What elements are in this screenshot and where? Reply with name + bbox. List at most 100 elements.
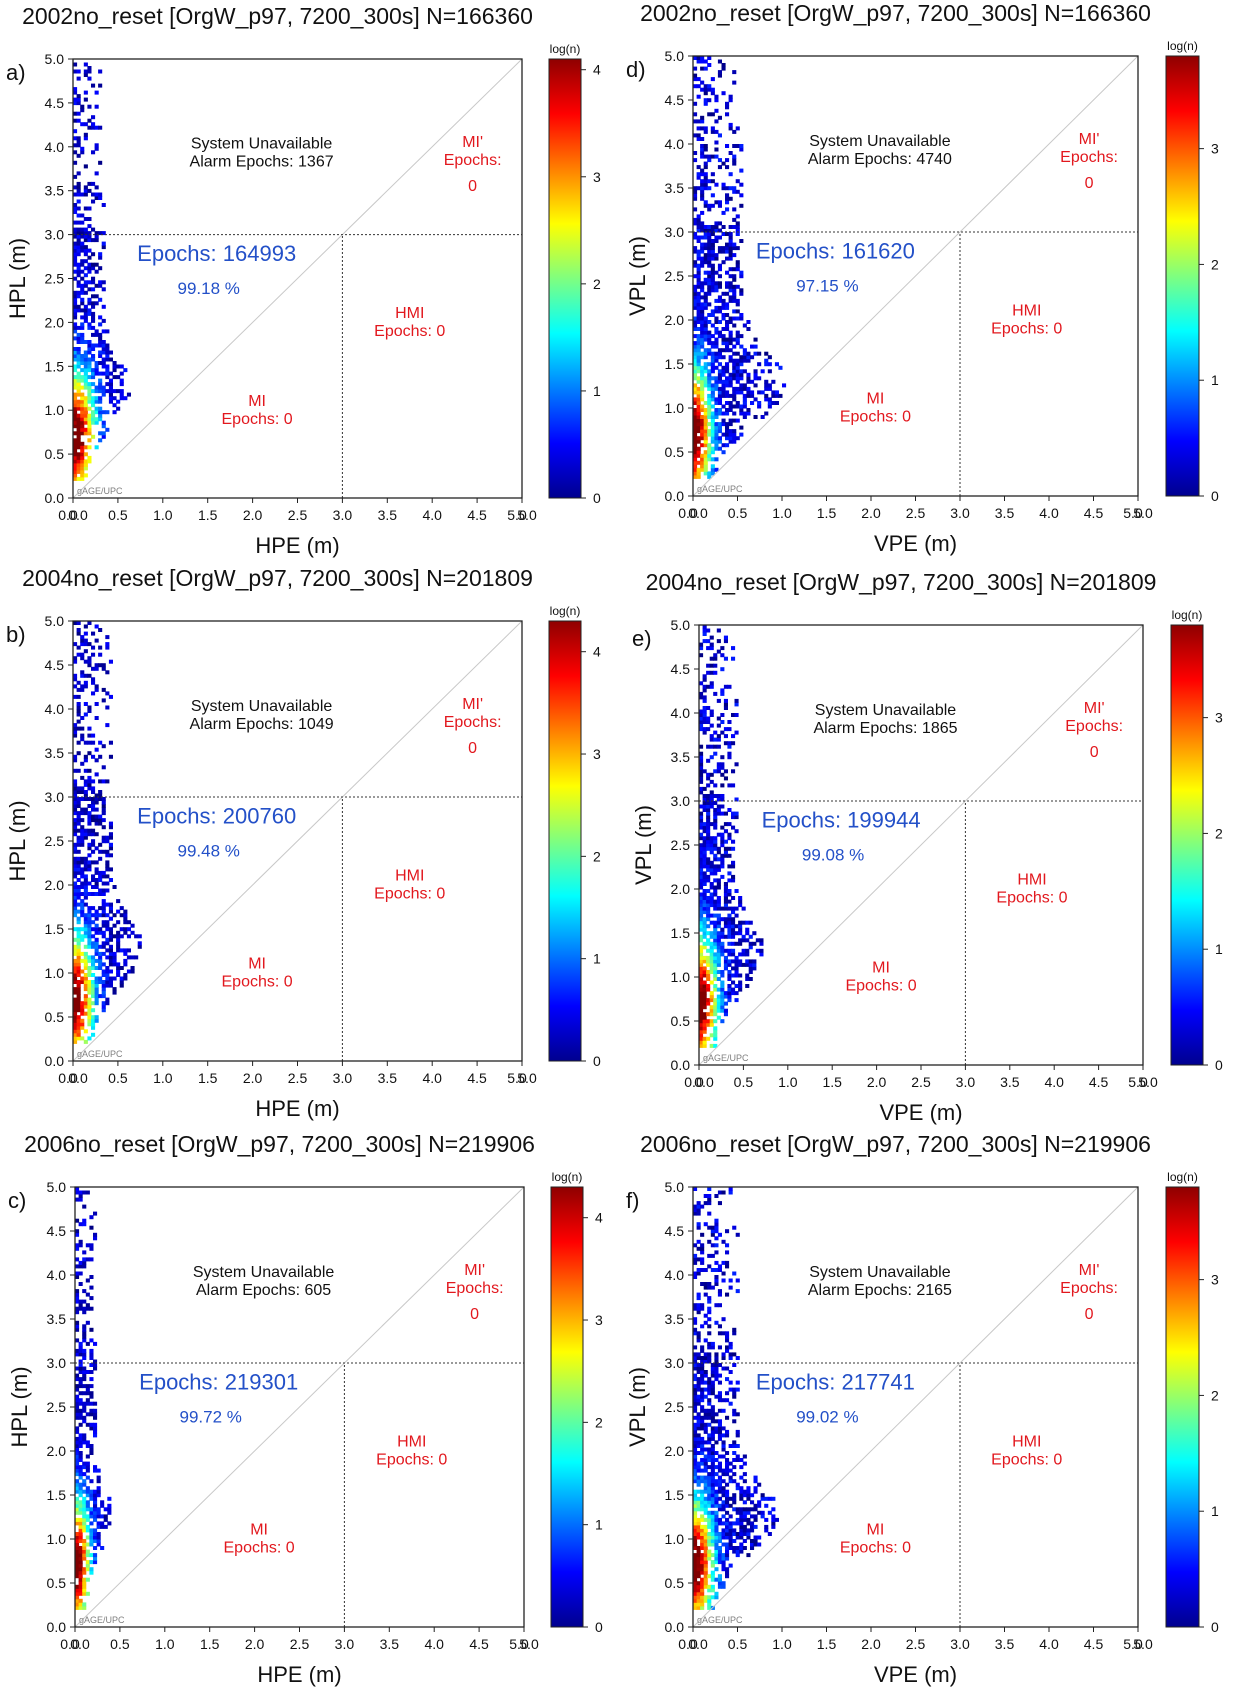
heatmap-cell bbox=[709, 903, 714, 908]
heatmap-cell bbox=[710, 91, 715, 96]
heatmap-cell bbox=[702, 857, 707, 862]
heatmap-cell bbox=[126, 934, 131, 939]
heatmap-cell bbox=[78, 1556, 83, 1561]
heatmap-cell bbox=[696, 369, 701, 374]
heatmap-cell bbox=[709, 790, 714, 795]
heatmap-cell bbox=[710, 1493, 715, 1498]
heatmap-cell bbox=[723, 934, 728, 939]
heatmap-cell bbox=[714, 383, 719, 388]
heatmap-cell bbox=[700, 1451, 705, 1455]
heatmap-cell bbox=[91, 860, 96, 865]
heatmap-cell bbox=[89, 1542, 94, 1547]
heatmap-cell bbox=[87, 775, 92, 780]
heatmap-cell bbox=[82, 1415, 87, 1420]
x-tick-label: 4.5 bbox=[467, 507, 487, 523]
heatmap-cell bbox=[700, 365, 705, 370]
heatmap-cell bbox=[699, 691, 704, 696]
heatmap-cell bbox=[721, 404, 726, 409]
heatmap-cell bbox=[83, 420, 88, 425]
heatmap-cell bbox=[693, 186, 698, 191]
heatmap-cell bbox=[87, 751, 92, 756]
heatmap-cell bbox=[101, 666, 106, 671]
x-tick-label: 2.0 bbox=[245, 1636, 265, 1652]
y-tick-label: 3.5 bbox=[671, 749, 691, 765]
colorbar-tick-label: 4 bbox=[593, 62, 601, 78]
heatmap-cell bbox=[728, 1468, 733, 1473]
heatmap-cell bbox=[710, 1570, 715, 1575]
heatmap-cell bbox=[782, 383, 787, 388]
heatmap-cell bbox=[696, 334, 701, 339]
heatmap-cell bbox=[696, 225, 701, 229]
heatmap-cell bbox=[87, 867, 92, 872]
heatmap-cell bbox=[700, 1539, 705, 1543]
heatmap-cell bbox=[728, 246, 733, 251]
heatmap-cell bbox=[94, 406, 99, 411]
heatmap-cell bbox=[87, 340, 92, 344]
heatmap-cell bbox=[696, 235, 701, 240]
heatmap-cell bbox=[731, 959, 736, 964]
heatmap-cell bbox=[105, 364, 110, 369]
heatmap-cell bbox=[714, 376, 719, 381]
heatmap-cell bbox=[83, 164, 88, 169]
heatmap-cell bbox=[750, 401, 755, 405]
heatmap-cell bbox=[710, 429, 715, 434]
heatmap-cell bbox=[710, 1517, 715, 1522]
heatmap-cell bbox=[700, 182, 705, 187]
heatmap-cell bbox=[696, 337, 701, 342]
heatmap-cell bbox=[703, 467, 708, 472]
heatmap-cell bbox=[702, 984, 707, 988]
heatmap-cell bbox=[734, 762, 739, 767]
heatmap-cell bbox=[87, 659, 92, 664]
hmi-label: HMI bbox=[395, 305, 424, 322]
heatmap-cell bbox=[717, 351, 722, 356]
heatmap-cell bbox=[76, 111, 81, 116]
heatmap-cell bbox=[108, 754, 113, 759]
heatmap-cell bbox=[702, 973, 707, 978]
heatmap-cell bbox=[714, 457, 719, 462]
heatmap-cell bbox=[725, 1468, 730, 1473]
heatmap-cell bbox=[734, 973, 739, 978]
heatmap-cell bbox=[700, 263, 705, 268]
heatmap-cell bbox=[721, 246, 726, 251]
heatmap-cell bbox=[82, 1370, 87, 1374]
heatmap-cell bbox=[717, 1345, 722, 1350]
heatmap-cell bbox=[703, 1489, 708, 1494]
heatmap-cell bbox=[76, 94, 81, 99]
heatmap-cell bbox=[73, 754, 78, 759]
heatmap-cell bbox=[721, 232, 726, 236]
heatmap-cell bbox=[96, 1532, 101, 1536]
heatmap-cell bbox=[767, 386, 772, 391]
heatmap-cell bbox=[714, 154, 719, 159]
heatmap-cell bbox=[85, 1524, 90, 1529]
heatmap-cell bbox=[75, 1556, 80, 1561]
heatmap-cell bbox=[87, 417, 92, 422]
heatmap-cell bbox=[94, 1015, 99, 1020]
heatmap-cell bbox=[739, 1521, 744, 1526]
heatmap-cell bbox=[709, 864, 714, 869]
heatmap-cell bbox=[94, 171, 99, 176]
heatmap-cell bbox=[73, 245, 78, 250]
heatmap-cell bbox=[83, 315, 88, 320]
y-tick-label: 5.0 bbox=[45, 613, 65, 629]
colorbar-gradient bbox=[548, 620, 582, 1062]
heatmap-cell bbox=[78, 1190, 83, 1195]
mi-label: MI bbox=[248, 956, 266, 973]
heatmap-cell bbox=[703, 1356, 708, 1360]
heatmap-cell bbox=[716, 811, 721, 816]
heatmap-cell bbox=[720, 794, 725, 798]
heatmap-cell bbox=[105, 997, 110, 1002]
heatmap-cell bbox=[76, 234, 81, 239]
heatmap-cell bbox=[700, 309, 705, 314]
heatmap-cell bbox=[83, 958, 88, 963]
heatmap-cell bbox=[700, 295, 705, 300]
heatmap-cell bbox=[91, 417, 96, 422]
heatmap-cell bbox=[76, 983, 81, 988]
heatmap-cell bbox=[78, 1482, 83, 1487]
heatmap-cell bbox=[116, 973, 121, 977]
heatmap-cell bbox=[716, 1005, 721, 1010]
heatmap-cell bbox=[738, 938, 743, 943]
heatmap-cell bbox=[725, 284, 730, 289]
heatmap-cell bbox=[83, 878, 88, 882]
heatmap-cell bbox=[76, 171, 81, 176]
